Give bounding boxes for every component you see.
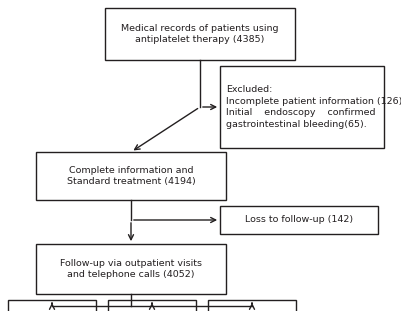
- Bar: [36, 244, 226, 294]
- Bar: [220, 206, 378, 234]
- Text: Loss to follow-up (142): Loss to follow-up (142): [245, 216, 353, 225]
- Bar: [208, 300, 296, 311]
- Text: Complete information and
Standard treatment (4194): Complete information and Standard treatm…: [67, 165, 195, 186]
- Bar: [108, 300, 196, 311]
- Bar: [105, 8, 295, 60]
- Bar: [220, 66, 384, 148]
- Text: Medical records of patients using
antiplatelet therapy (4385): Medical records of patients using antipl…: [121, 24, 279, 44]
- Bar: [8, 300, 96, 311]
- Text: Follow-up via outpatient visits
and telephone calls (4052): Follow-up via outpatient visits and tele…: [60, 259, 202, 279]
- Text: Excluded:
Incomplete patient information (126);
Initial    endoscopy    confirme: Excluded: Incomplete patient information…: [226, 85, 401, 129]
- Bar: [36, 152, 226, 200]
